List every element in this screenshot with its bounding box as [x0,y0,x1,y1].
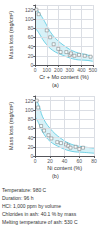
svg-text:HCl: 1,000 ppm by volume: HCl: 1,000 ppm by volume [2,203,61,209]
svg-text:60: 60 [77,158,83,164]
svg-text:Chlorides in ash: 40.1 % by ma: Chlorides in ash: 40.1 % by mass [2,211,77,217]
svg-text:0: 0 [34,158,37,164]
svg-text:300: 300 [66,67,75,73]
svg-text:20: 20 [47,158,53,164]
svg-text:120: 120 [25,98,34,104]
svg-text:60: 60 [28,125,34,131]
svg-text:(a): (a) [52,82,59,88]
svg-text:100: 100 [43,67,52,73]
svg-text:Ni content (%): Ni content (%) [47,165,82,171]
svg-text:60: 60 [28,34,34,40]
svg-text:100: 100 [25,16,34,22]
svg-text:0: 0 [30,153,34,159]
svg-text:0: 0 [34,67,37,73]
svg-text:Mass loss (mg/cm²): Mass loss (mg/cm²) [8,102,14,150]
svg-text:400: 400 [77,67,86,73]
svg-text:(b): (b) [52,173,59,179]
svg-text:80: 80 [28,116,34,122]
svg-text:120: 120 [25,7,34,13]
svg-text:200: 200 [54,67,63,73]
svg-text:Cr + Mo content (%): Cr + Mo content (%) [39,74,89,80]
svg-text:80: 80 [91,158,97,164]
svg-text:Mass loss (mg/cm²): Mass loss (mg/cm²) [8,11,14,59]
svg-text:Temperature: 980 C: Temperature: 980 C [2,187,47,193]
svg-text:Duration: 96 h: Duration: 96 h [2,195,34,201]
svg-text:100: 100 [25,107,34,113]
svg-text:0: 0 [30,62,34,68]
svg-text:40: 40 [62,158,68,164]
svg-text:80: 80 [28,25,34,31]
svg-text:20: 20 [28,53,34,59]
svg-text:Melting temperature of ash: 53: Melting temperature of ash: 530 C [2,219,78,225]
svg-text:500: 500 [89,67,98,73]
svg-text:40: 40 [28,135,34,141]
svg-text:20: 20 [28,144,34,150]
svg-text:40: 40 [28,44,34,50]
